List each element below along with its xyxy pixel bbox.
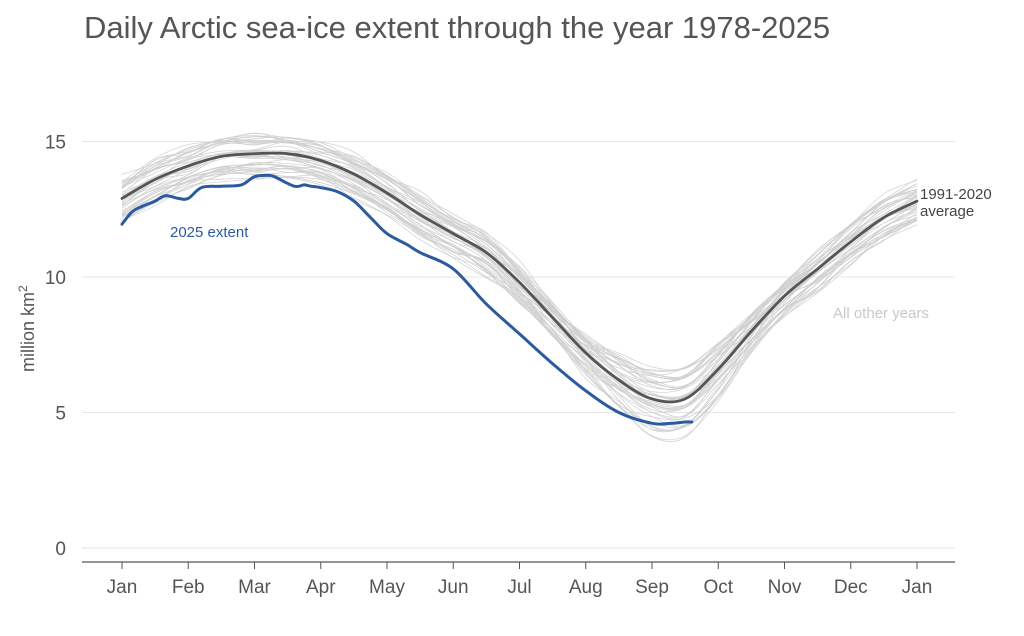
other-year-line bbox=[121, 170, 918, 433]
x-tick-labels: Jan Feb Mar Apr May Jun Jul Aug Sep Oct Nov Dec Jan bbox=[107, 562, 933, 598]
y-tick-label: 10 bbox=[45, 268, 66, 289]
x-tick-label: Apr bbox=[306, 577, 336, 598]
x-tick-label: May bbox=[369, 577, 405, 598]
chart-title: Daily Arctic sea-ice extent through the … bbox=[84, 10, 831, 45]
y-tick-label: 0 bbox=[55, 539, 66, 560]
other-years-label: All other years bbox=[833, 305, 929, 322]
other-year-line bbox=[121, 145, 918, 380]
average-label-line2: average bbox=[920, 203, 974, 220]
other-year-line bbox=[121, 141, 918, 383]
other-year-line bbox=[121, 164, 918, 418]
other-years-lines bbox=[121, 132, 918, 442]
x-tick-label: Oct bbox=[703, 577, 733, 598]
series-lines bbox=[120, 151, 919, 426]
x-tick-label: Jul bbox=[507, 577, 531, 598]
y-axis-label-text: million km bbox=[18, 292, 38, 372]
y-axis-label-sup: 2 bbox=[16, 285, 30, 292]
x-tick-label: Mar bbox=[238, 577, 271, 598]
x-tick-label: Jun bbox=[438, 577, 469, 598]
x-tick-label: Feb bbox=[172, 577, 205, 598]
x-tick-label: Jan bbox=[107, 577, 138, 598]
x-tick-label: Nov bbox=[768, 577, 802, 598]
gridlines bbox=[82, 141, 955, 563]
x-tick-label: Sep bbox=[635, 577, 669, 598]
y-axis-label: million km2 bbox=[16, 285, 38, 372]
other-year-line bbox=[121, 155, 918, 442]
x-tick-label: Dec bbox=[834, 577, 868, 598]
average-line bbox=[120, 151, 919, 404]
extent-label: 2025 extent bbox=[170, 224, 249, 241]
other-year-line bbox=[121, 136, 918, 388]
y-tick-label: 15 bbox=[45, 133, 66, 154]
other-year-line bbox=[121, 136, 918, 388]
extent-2025-line bbox=[120, 173, 694, 426]
y-tick-label: 5 bbox=[55, 404, 66, 425]
average-label-line1: 1991-2020 bbox=[920, 186, 992, 203]
x-tick-label: Jan bbox=[902, 577, 933, 598]
other-year-line bbox=[121, 141, 918, 391]
x-tick-label: Aug bbox=[569, 577, 603, 598]
other-year-line bbox=[121, 135, 918, 400]
other-year-line bbox=[121, 166, 918, 372]
other-year-line bbox=[121, 163, 918, 421]
other-year-line bbox=[121, 135, 918, 400]
other-year-line bbox=[121, 137, 918, 411]
other-year-line bbox=[121, 132, 918, 390]
other-year-line bbox=[121, 165, 918, 384]
other-year-line bbox=[121, 166, 918, 393]
y-tick-labels: 0 5 10 15 bbox=[45, 133, 66, 561]
